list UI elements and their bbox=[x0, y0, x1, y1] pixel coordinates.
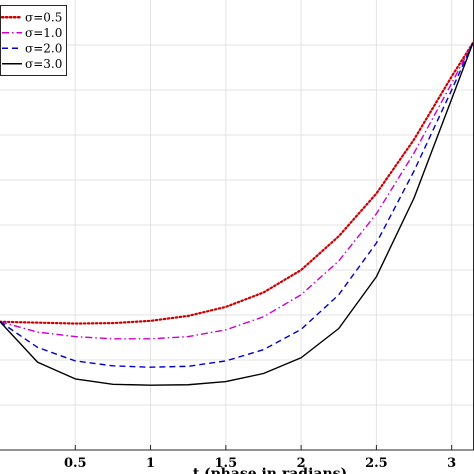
legend-label-4: σ=3.0 bbox=[25, 57, 62, 71]
series-line-1 bbox=[0, 41, 474, 325]
legend-label-2: σ=1.0 bbox=[25, 26, 62, 40]
series-layer bbox=[0, 41, 474, 386]
x-axis-label: t (phase in radians) bbox=[193, 466, 347, 474]
x-tick-label: 0.5 bbox=[64, 456, 87, 471]
x-tick-label: 1 bbox=[146, 456, 155, 471]
x-tick-label: 3 bbox=[447, 456, 456, 471]
x-tick-label: 1.5 bbox=[215, 456, 238, 471]
series-line-4 bbox=[0, 42, 474, 386]
legend-label-3: σ=2.0 bbox=[25, 41, 62, 55]
legend-label-1: σ=0.5 bbox=[25, 10, 62, 24]
series-line-2 bbox=[0, 42, 474, 340]
legend: σ=0.5 σ=1.0σ=2.0 σ=3.0 bbox=[0, 5, 67, 76]
series-line-3 bbox=[0, 42, 474, 368]
x-ticks: 0.5 1 1.5 2 2.5 3 bbox=[64, 445, 456, 471]
x-tick-label: 2.5 bbox=[365, 456, 388, 471]
x-tick-label: 2 bbox=[297, 456, 306, 471]
